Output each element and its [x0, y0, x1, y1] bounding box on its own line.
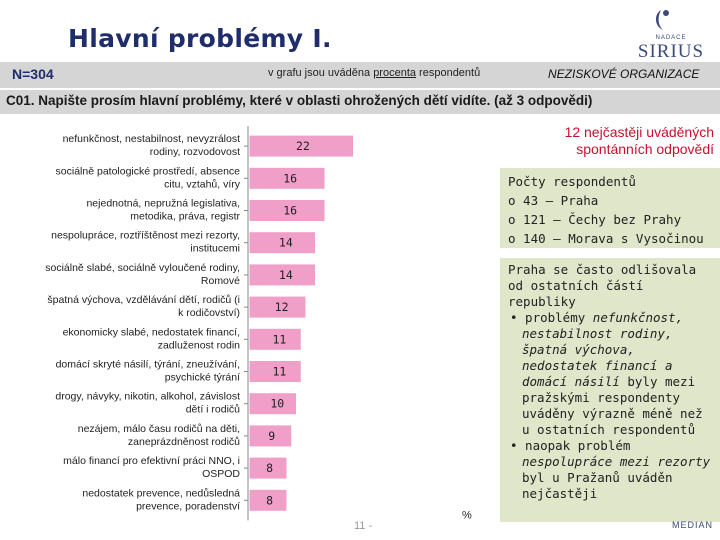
category-label: nedostatek prevence, nedůsledná	[82, 487, 240, 499]
bar	[248, 134, 354, 158]
category-label: ekonomicky slabé, nedostatek financí,	[63, 326, 240, 338]
bullet1-post: byly mezi pražskými respondenty uváděny …	[522, 374, 703, 437]
category-label: institucemi	[190, 243, 240, 255]
category-label: psychické týrání	[165, 372, 240, 384]
category-label: nefunkčnost, nestabilnost, nevyzrálost	[63, 133, 241, 145]
question-bar: C01. Napište prosím hlavní problémy, kte…	[0, 90, 720, 114]
category-label: zadluženost rodin	[158, 339, 240, 351]
org-label: NEZISKOVÉ ORGANIZACE	[548, 67, 700, 81]
question-text: C01. Napište prosím hlavní problémy, kte…	[6, 93, 593, 108]
category-label: drogy, návyky, nikotin, alkohol, závislo…	[55, 391, 240, 403]
x-axis-unit-label: %	[462, 509, 472, 521]
category-label: špatná výchova, vzdělávání dětí, rodičů …	[47, 294, 240, 306]
bar-value-label: 11	[273, 365, 287, 379]
bar	[248, 231, 316, 255]
bar-value-label: 14	[279, 236, 293, 250]
bar-value-label: 14	[279, 268, 293, 282]
bullet2-pre: • naopak problém	[510, 438, 631, 453]
bar	[248, 295, 307, 319]
highlight-title: 12 nejčastěji uváděných spontánních odpo…	[500, 124, 714, 158]
category-label: zaneprázdněnost rodičů	[128, 436, 240, 448]
info-bar: N=304 v grafu jsou uváděna procenta resp…	[0, 62, 720, 88]
praha-bullet-1: • problémy nefunkčnost, nestabilnost rod…	[508, 310, 712, 438]
counts-item: o 121 – Čechy bez Prahy	[508, 212, 682, 227]
category-label: rodiny, rozvodovost	[150, 146, 240, 158]
bar	[248, 166, 326, 190]
category-label: nezájem, málo času rodičů na děti,	[78, 423, 240, 435]
bullet2-em: nespolupráce mezi rezorty	[522, 454, 711, 469]
sirius-logo-mark-icon	[655, 10, 669, 30]
logo-small-text: NADACE	[655, 35, 687, 41]
subtitle-pre: v grafu jsou uváděna	[268, 67, 374, 79]
bar-value-label: 9	[268, 429, 275, 443]
counts-item: o 43 – Praha	[508, 193, 599, 208]
counts-heading: Počty respondentů	[508, 174, 636, 189]
category-label: prevence, poradenství	[136, 500, 240, 512]
slide-number: 11 -	[354, 520, 373, 532]
category-label: nespolupráce, roztříštěnost mezi rezorty…	[51, 230, 240, 242]
bar	[248, 360, 302, 383]
bar	[248, 327, 302, 351]
bar-value-label: 16	[283, 204, 297, 218]
bar-value-label: 16	[283, 171, 297, 185]
page-title: Hlavní problémy I.	[68, 24, 332, 53]
bar	[248, 199, 326, 222]
bar	[248, 263, 316, 287]
category-label: sociálně slabé, sociálně vyloučené rodin…	[45, 262, 240, 274]
logo-big-text: SIRIUS	[637, 41, 705, 62]
bar	[248, 488, 288, 512]
bar-value-label: 12	[275, 300, 289, 314]
category-label: dětí i rodičů	[186, 404, 240, 416]
bullet2-post: byl u Pražanů uváděn nejčastěji	[522, 470, 673, 501]
highlight-title-line-1: 12 nejčastěji uváděných	[564, 124, 714, 140]
bar-value-label: 8	[266, 493, 273, 507]
chart-subtitle: v grafu jsou uváděna procenta respondent…	[268, 67, 480, 79]
bullet1-pre: • problémy	[510, 310, 593, 325]
bar	[248, 456, 288, 480]
praha-intro: Praha se často odlišovala od ostatních č…	[508, 262, 697, 309]
bullet1-em: nefunkčnost, nestabilnost rodiny, špatná…	[522, 310, 684, 389]
bar-value-label: 10	[270, 397, 284, 411]
bar-value-label: 22	[296, 139, 310, 153]
bar	[248, 392, 297, 416]
praha-notes-box: Praha se často odlišovala od ostatních č…	[500, 258, 720, 522]
category-label: Romové	[201, 275, 240, 287]
bar-value-label: 8	[266, 461, 273, 475]
sirius-logo: NADACE SIRIUS	[636, 8, 706, 66]
subtitle-link: procenta	[373, 67, 416, 79]
median-logo: MEDIAN	[672, 520, 714, 530]
bar-chart: nefunkčnost, nestabilnost, nevyzrálostro…	[45, 126, 472, 521]
highlight-title-line-2: spontánních odpovědí	[576, 141, 714, 157]
counts-item: o 140 – Morava s Vysočinou	[508, 231, 704, 246]
subtitle-post: respondentů	[416, 67, 481, 79]
category-label: domácí skryté násilí, týrání, zneužívání…	[56, 359, 240, 371]
category-label: OSPOD	[202, 468, 240, 480]
sample-size: N=304	[12, 66, 54, 82]
bar-value-label: 11	[273, 332, 287, 346]
praha-bullet-2: • naopak problém nespolupráce mezi rezor…	[508, 438, 712, 502]
category-label: citu, vztahů, víry	[164, 178, 241, 190]
respondent-counts-box: Počty respondentů o 43 – Praha o 121 – Č…	[500, 168, 720, 248]
category-label: sociálně patologické prostředí, absence	[56, 165, 241, 177]
category-label: málo financí pro efektivní práci NNO, i	[63, 455, 240, 467]
bar	[248, 424, 293, 448]
category-label: metodika, práva, registr	[130, 211, 240, 223]
category-label: nejednotná, nepružná legislativa,	[86, 198, 240, 210]
category-label: k rodičovství)	[178, 307, 240, 319]
